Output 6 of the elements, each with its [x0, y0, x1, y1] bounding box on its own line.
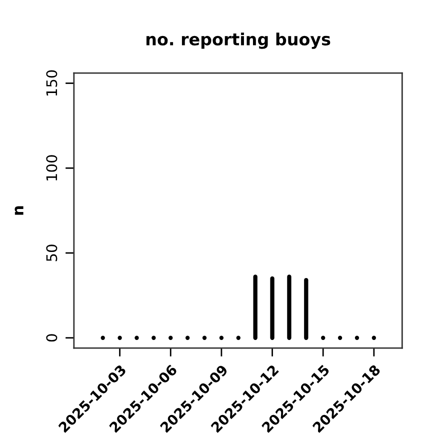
y-tick-label: 150: [46, 70, 58, 96]
y-tick-label: 0: [46, 334, 58, 342]
chart-title: no. reporting buoys: [146, 32, 330, 49]
y-axis-title: n: [14, 206, 24, 215]
y-tick-label: 50: [46, 244, 58, 262]
y-tick-label: 100: [46, 155, 58, 180]
